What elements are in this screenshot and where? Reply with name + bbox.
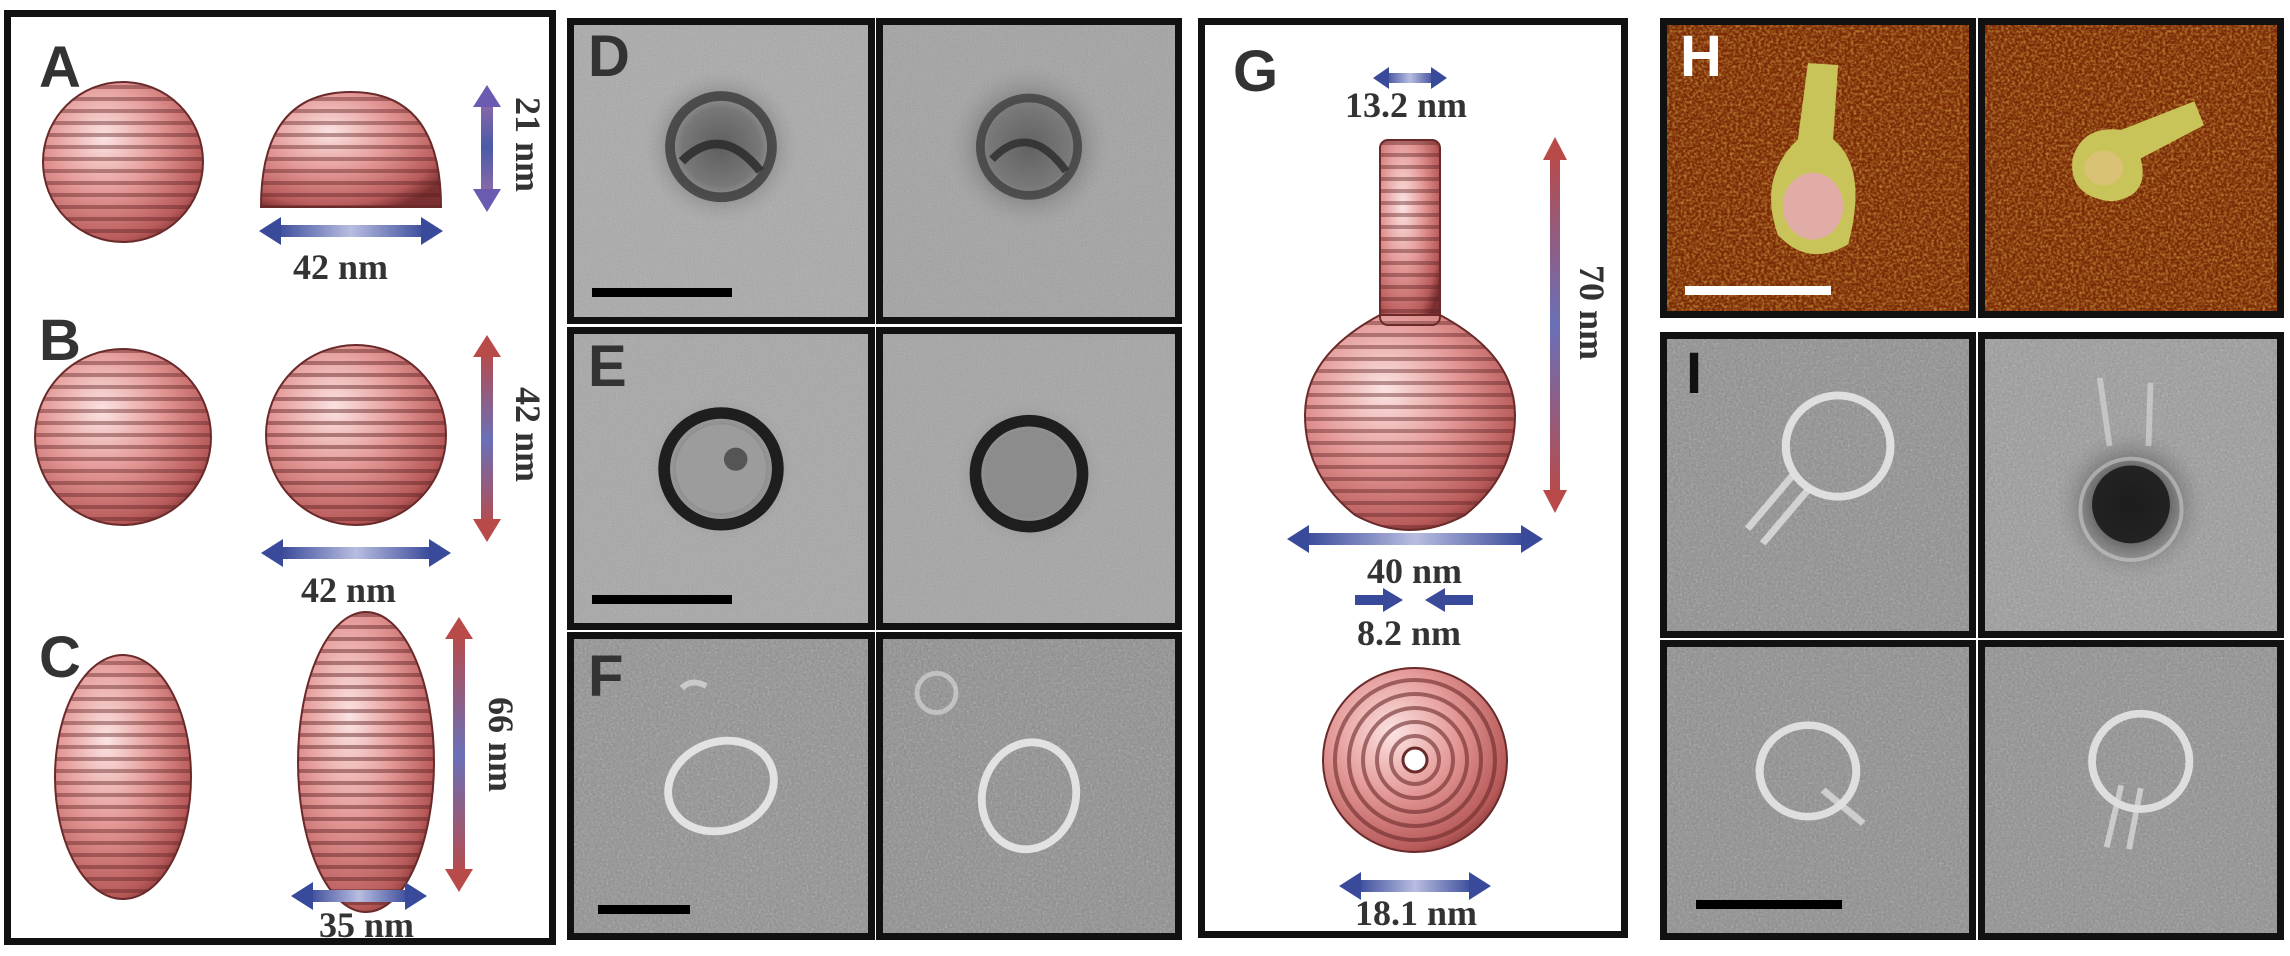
arrow-c-horizontal	[291, 882, 427, 910]
dim-g-height: 70 nm	[1572, 265, 1612, 361]
arrow-a-vertical	[473, 85, 501, 212]
scale-bar-e	[592, 595, 732, 604]
em-image-e2	[876, 327, 1182, 630]
scale-bar-h	[1685, 286, 1831, 295]
em-image-d2	[876, 18, 1182, 324]
panel-label-g: G	[1233, 39, 1279, 104]
dim-c-height: 66 nm	[481, 697, 521, 793]
dim-a-width: 42 nm	[293, 247, 389, 287]
scale-bar-f	[598, 905, 690, 914]
arrow-a-horizontal	[259, 217, 443, 245]
em-image-d1	[567, 18, 875, 324]
em-image-f1	[567, 632, 875, 940]
arrow-g-base	[1339, 872, 1491, 900]
em-image-i3	[1660, 640, 1976, 940]
vase-bottom-view	[1322, 667, 1508, 853]
sphere-model-side	[265, 344, 447, 526]
panel-label-c: C	[39, 625, 81, 690]
dim-g-body: 40 nm	[1367, 551, 1463, 591]
scale-bar-i	[1696, 900, 1842, 909]
panel-label-i: I	[1686, 341, 1703, 406]
dim-b-width: 42 nm	[301, 570, 397, 610]
arrow-c-vertical	[445, 617, 473, 892]
em-image-f2	[876, 632, 1182, 940]
dim-g-neck: 13.2 nm	[1345, 85, 1468, 125]
afm-image-h1	[1660, 18, 1976, 318]
hemisphere-model-angled	[42, 81, 204, 243]
arrow-b-horizontal	[261, 539, 451, 567]
afm-image-h2	[1978, 18, 2284, 318]
panel-label-f: F	[588, 644, 624, 709]
dim-c-width: 35 nm	[319, 905, 415, 945]
panel-label-a: A	[39, 35, 81, 100]
dim-g-opening: 8.2 nm	[1357, 613, 1462, 653]
sphere-model-angled	[34, 348, 212, 526]
em-image-i2	[1978, 332, 2284, 638]
dim-a-height: 21 nm	[508, 97, 548, 193]
dim-b-height: 42 nm	[508, 387, 548, 483]
vase-model	[1303, 139, 1517, 531]
panel-label-h: H	[1680, 24, 1722, 89]
scale-bar-d	[592, 288, 732, 297]
panel-abc-drawings	[34, 81, 501, 913]
arrow-g-opening	[1355, 588, 1473, 612]
ellipsoid-model-angled	[54, 654, 192, 900]
em-image-e1	[567, 327, 875, 630]
ellipsoid-model-side	[297, 611, 435, 913]
arrow-g-neck	[1373, 67, 1447, 89]
panel-g-drawings	[1287, 67, 1567, 900]
arrow-b-vertical	[473, 335, 501, 542]
arrow-g-height	[1543, 137, 1567, 513]
panel-g: G 13.2 nm 70 nm 40 nm 8.2 nm 18.1 nm	[1198, 18, 1628, 938]
panel-label-d: D	[588, 24, 630, 89]
panel-label-e: E	[588, 334, 627, 399]
hemisphere-model-side	[259, 90, 443, 208]
em-image-i1	[1660, 332, 1976, 638]
arrow-g-body	[1287, 525, 1543, 553]
panel-label-b: B	[39, 308, 81, 373]
em-image-i4	[1978, 640, 2284, 940]
dim-g-base: 18.1 nm	[1355, 893, 1478, 933]
panel-abc: A B C 21 nm 42 nm 42 nm 42 nm 66 nm 35 n…	[4, 10, 556, 945]
